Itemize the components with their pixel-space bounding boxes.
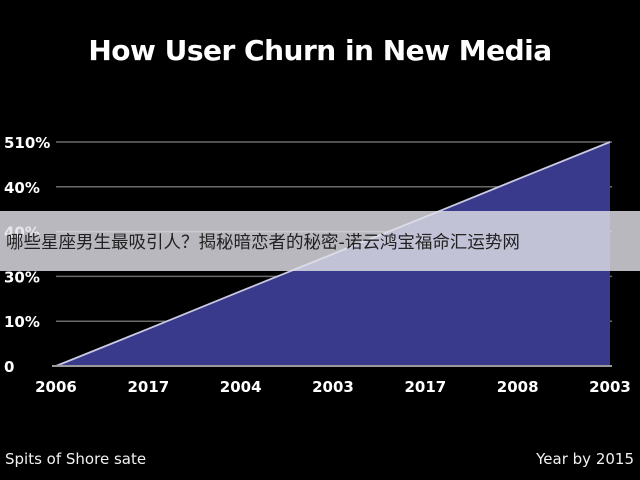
y-tick-label: 10% <box>4 313 40 331</box>
footer-source-label: Spits of Shore sate <box>5 450 147 468</box>
x-tick-label: 2017 <box>404 378 446 396</box>
footer-year-label: Year by 2015 <box>536 450 634 468</box>
x-tick-label: 2017 <box>127 378 169 396</box>
x-tick-label: 2006 <box>35 378 77 396</box>
x-tick-label: 2003 <box>589 378 631 396</box>
y-tick-label: 30% <box>4 268 40 286</box>
y-tick-label: 40% <box>4 179 40 197</box>
y-tick-label: 510% <box>4 134 50 152</box>
overlay-banner-text: 哪些星座男生最吸引人？揭秘暗恋者的秘密-诺云鸿宝福命汇运势网 <box>6 233 520 253</box>
x-tick-label: 2008 <box>497 378 539 396</box>
x-tick-label: 2003 <box>312 378 354 396</box>
overlay-banner[interactable]: 哪些星座男生最吸引人？揭秘暗恋者的秘密-诺云鸿宝福命汇运势网 <box>0 211 640 271</box>
chart-title: How User Churn in New Media <box>88 34 552 67</box>
x-tick-label: 2004 <box>220 378 262 396</box>
y-tick-label: 0 <box>4 358 14 376</box>
